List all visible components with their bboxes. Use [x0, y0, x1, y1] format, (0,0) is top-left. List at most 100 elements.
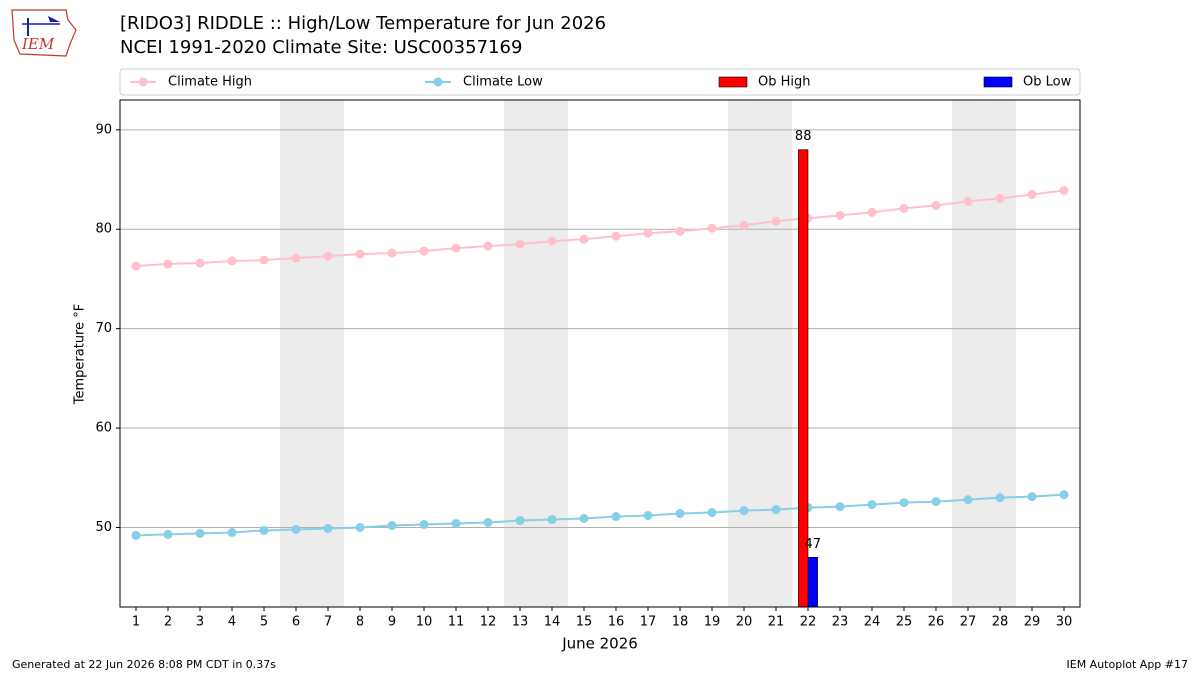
chart-title: [RIDO3] RIDDLE :: High/Low Temperature f… — [120, 13, 606, 34]
series-point — [547, 236, 557, 246]
series-point — [739, 220, 749, 230]
series-point — [867, 500, 877, 510]
series-point — [931, 497, 941, 507]
x-tick-label: 26 — [928, 615, 945, 630]
series-point — [835, 502, 845, 512]
x-tick-label: 16 — [608, 615, 625, 630]
y-tick-label: 90 — [95, 122, 112, 137]
x-tick-label: 27 — [960, 615, 977, 630]
legend-label: Ob Low — [1023, 75, 1072, 90]
series-point — [1027, 189, 1037, 199]
x-tick-label: 14 — [544, 615, 561, 630]
chart-subtitle: NCEI 1991-2020 Climate Site: USC00357169 — [120, 37, 522, 58]
series-point — [131, 261, 141, 271]
series-point — [451, 243, 461, 253]
series-point — [195, 258, 205, 268]
series-point — [899, 498, 909, 508]
legend-label: Ob High — [758, 75, 811, 90]
series-point — [867, 207, 877, 217]
x-tick-label: 2 — [164, 615, 172, 630]
series-point — [995, 193, 1005, 203]
series-line — [135, 493, 1065, 537]
weekend-shade — [504, 100, 568, 607]
series-point — [771, 505, 781, 515]
series-point — [483, 241, 493, 251]
x-tick-label: 12 — [480, 615, 497, 630]
x-tick-label: 21 — [768, 615, 785, 630]
x-tick-label: 23 — [832, 615, 849, 630]
series-point — [963, 196, 973, 206]
series-point — [259, 525, 269, 535]
series-point — [643, 228, 653, 238]
series-point — [483, 518, 493, 527]
series-point — [323, 251, 333, 261]
footer-left: Generated at 22 Jun 2026 8:08 PM CDT in … — [12, 658, 276, 671]
legend-swatch — [983, 76, 1013, 88]
weekend-shade — [952, 100, 1016, 607]
legend-point — [433, 77, 443, 87]
x-tick-label: 18 — [672, 615, 689, 630]
series-point — [579, 234, 589, 244]
weekend-shade — [280, 100, 344, 607]
series-point — [707, 508, 717, 518]
footer-right: IEM Autoplot App #17 — [1067, 658, 1189, 671]
series-point — [1027, 492, 1037, 502]
y-axis-label: Temperature °F — [73, 304, 88, 405]
x-tick-label: 17 — [640, 615, 657, 630]
series-point — [195, 528, 205, 538]
series-point — [387, 248, 397, 258]
series-point — [611, 512, 621, 522]
series-point — [995, 493, 1005, 503]
y-tick-label: 50 — [95, 520, 112, 535]
x-tick-label: 19 — [704, 615, 721, 630]
series-point — [771, 216, 781, 226]
logo: IEM — [11, 9, 77, 57]
series-point — [355, 522, 365, 532]
series-point — [131, 530, 141, 540]
plot-frame — [119, 99, 1081, 608]
series-point — [579, 514, 589, 524]
series-point — [835, 210, 845, 220]
series-point — [387, 520, 397, 530]
x-tick-label: 5 — [260, 615, 268, 630]
series-point — [899, 203, 909, 213]
series-point — [931, 200, 941, 210]
data-label: 47 — [805, 537, 822, 552]
legend-box — [119, 68, 1081, 96]
legend-point — [138, 77, 148, 87]
series-point — [707, 223, 717, 233]
series-point — [515, 239, 525, 249]
y-tick-label: 70 — [95, 321, 112, 336]
x-tick-label: 25 — [896, 615, 913, 630]
series-point — [739, 506, 749, 516]
x-tick-label: 8 — [356, 615, 364, 630]
series-point — [451, 518, 461, 528]
series-point — [291, 253, 301, 263]
x-tick-label: 11 — [448, 615, 465, 630]
series-point — [547, 515, 557, 525]
logo-text: IEM — [21, 35, 55, 53]
series-point — [675, 509, 685, 519]
series-point — [291, 524, 301, 534]
x-tick-label: 24 — [864, 615, 881, 630]
series-point — [227, 527, 237, 537]
x-tick-label: 15 — [576, 615, 593, 630]
series-point — [963, 495, 973, 505]
y-tick-label: 80 — [95, 222, 112, 237]
series-point — [163, 529, 173, 539]
series-point — [323, 523, 333, 533]
x-tick-label: 29 — [1024, 615, 1041, 630]
series-point — [227, 256, 237, 266]
weekend-shade — [728, 100, 792, 607]
x-tick-label: 7 — [324, 615, 332, 630]
bar — [807, 556, 818, 608]
x-tick-label: 1 — [132, 615, 140, 630]
series-point — [163, 259, 173, 269]
series-line — [135, 189, 1065, 268]
series-point — [419, 519, 429, 529]
series-point — [1059, 490, 1069, 500]
x-tick-label: 28 — [992, 615, 1009, 630]
x-tick-label: 30 — [1056, 615, 1073, 630]
